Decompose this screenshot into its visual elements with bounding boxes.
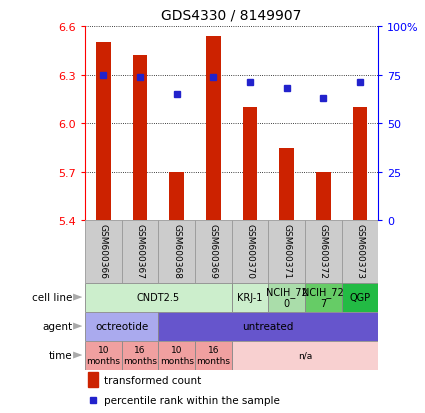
Polygon shape (73, 323, 82, 330)
Bar (158, 312, 378, 341)
Text: GSM600367: GSM600367 (136, 223, 144, 278)
Text: CNDT2.5: CNDT2.5 (137, 292, 180, 302)
Text: time: time (48, 350, 72, 360)
Bar (305, 283, 342, 312)
Text: untreated: untreated (243, 321, 294, 331)
Text: octreotide: octreotide (95, 321, 148, 331)
Bar (316, 172, 331, 221)
Text: KRJ-1: KRJ-1 (237, 292, 263, 302)
Bar (195, 341, 232, 370)
Text: GSM600368: GSM600368 (172, 223, 181, 278)
Title: GDS4330 / 8149907: GDS4330 / 8149907 (162, 9, 302, 23)
Text: percentile rank within the sample: percentile rank within the sample (104, 395, 280, 405)
Text: agent: agent (42, 321, 72, 331)
Text: GSM600372: GSM600372 (319, 223, 328, 278)
Bar (342, 283, 378, 312)
Text: transformed count: transformed count (104, 375, 201, 385)
Text: GSM600366: GSM600366 (99, 223, 108, 278)
Text: GSM600371: GSM600371 (282, 223, 291, 278)
Text: GSM600370: GSM600370 (246, 223, 255, 278)
Polygon shape (73, 294, 82, 301)
Text: 16
months: 16 months (196, 346, 230, 365)
Text: GSM600369: GSM600369 (209, 223, 218, 278)
Bar (232, 283, 268, 312)
Text: QGP: QGP (349, 292, 371, 302)
Bar (96, 43, 110, 221)
Bar (85, 283, 232, 312)
Text: cell line: cell line (32, 292, 72, 302)
Bar (206, 36, 221, 221)
Bar (195, 221, 232, 283)
Bar (232, 221, 268, 283)
Bar (243, 108, 257, 221)
Text: 16
months: 16 months (123, 346, 157, 365)
Text: NCIH_72
7: NCIH_72 7 (303, 286, 344, 309)
Polygon shape (73, 352, 82, 358)
Bar (88, 373, 98, 387)
Bar (268, 221, 305, 283)
Bar (268, 283, 305, 312)
Bar (85, 312, 158, 341)
Bar (133, 56, 147, 221)
Bar (305, 221, 342, 283)
Bar (279, 148, 294, 221)
Bar (353, 108, 367, 221)
Text: n/a: n/a (298, 351, 312, 360)
Bar (342, 221, 378, 283)
Bar (85, 221, 122, 283)
Bar (122, 221, 158, 283)
Bar (85, 341, 122, 370)
Text: 10
months: 10 months (86, 346, 120, 365)
Bar (158, 341, 195, 370)
Bar (158, 221, 195, 283)
Bar (232, 341, 378, 370)
Text: NCIH_72
0: NCIH_72 0 (266, 286, 307, 309)
Text: 10
months: 10 months (160, 346, 194, 365)
Bar (169, 172, 184, 221)
Text: GSM600373: GSM600373 (355, 223, 364, 278)
Bar (122, 341, 158, 370)
